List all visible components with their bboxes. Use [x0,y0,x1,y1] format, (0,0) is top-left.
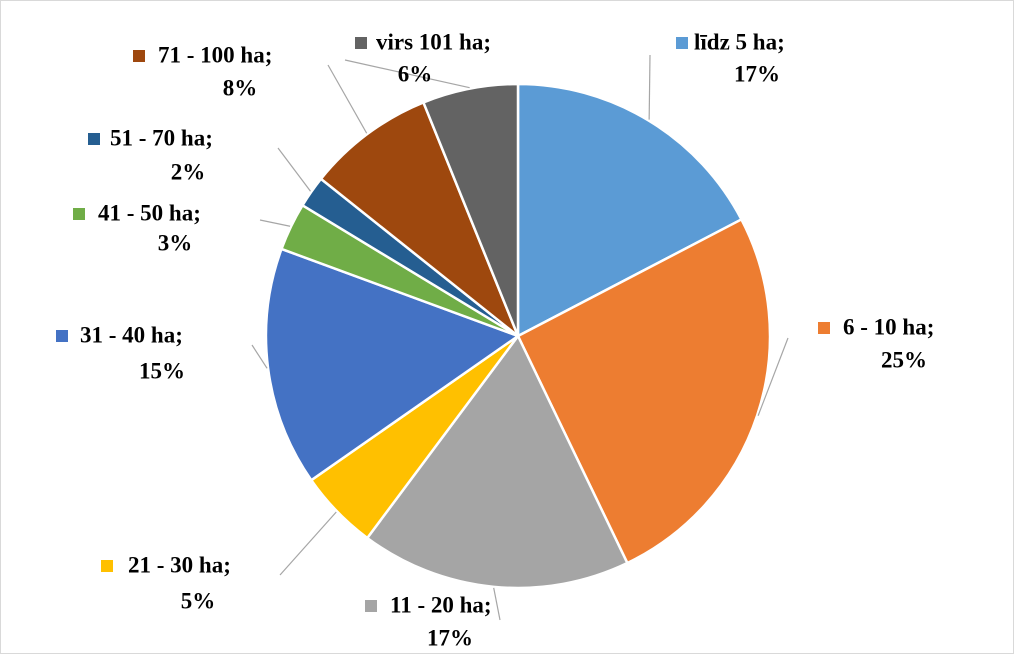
slice-value: 8% [223,75,258,100]
slice-category: 71 - 100 ha; [158,42,272,67]
slice-value: 6% [398,61,433,86]
slice-value: 17% [734,61,780,86]
pie-slice [365,333,630,590]
slice-category: 41 - 50 ha; [98,200,201,225]
slice-value: 25% [881,347,927,372]
leader-line [757,337,789,416]
slice-category: 31 - 40 ha; [80,322,183,347]
slice-value: 2% [171,159,206,184]
legend-swatch [133,50,145,62]
pie-slice [319,100,521,340]
legend-swatch [101,560,113,572]
pie-slice [264,247,521,482]
pie-slice [516,217,772,565]
legend-swatch [88,133,100,145]
legend-swatch [676,37,688,49]
leader-line [259,219,291,227]
slice-category: līdz 5 ha; [694,29,785,54]
slice-category: 11 - 20 ha; [390,592,492,617]
slice-category: 6 - 10 ha; [843,314,934,339]
leader-line [648,54,651,120]
leader-line [493,587,501,621]
slice-category: 21 - 30 ha; [128,552,231,577]
leader-line [277,147,311,192]
legend-swatch [365,600,377,612]
leader-line [327,64,368,134]
pie-slice [516,82,744,339]
legend-swatch [355,37,367,49]
leader-line [344,59,470,89]
legend-swatch [56,330,68,342]
slice-value: 3% [158,230,193,255]
slice-category: virs 101 ha; [376,29,491,54]
slice-value: 15% [139,358,185,383]
slice-value: 5% [181,588,216,613]
legend-swatch [818,322,830,334]
leader-line [279,511,337,576]
pie-slice [421,82,520,337]
slice-category: 51 - 70 ha; [110,125,213,150]
leader-line [251,344,268,369]
slice-value: 17% [427,625,473,650]
legend-swatch [73,208,85,220]
